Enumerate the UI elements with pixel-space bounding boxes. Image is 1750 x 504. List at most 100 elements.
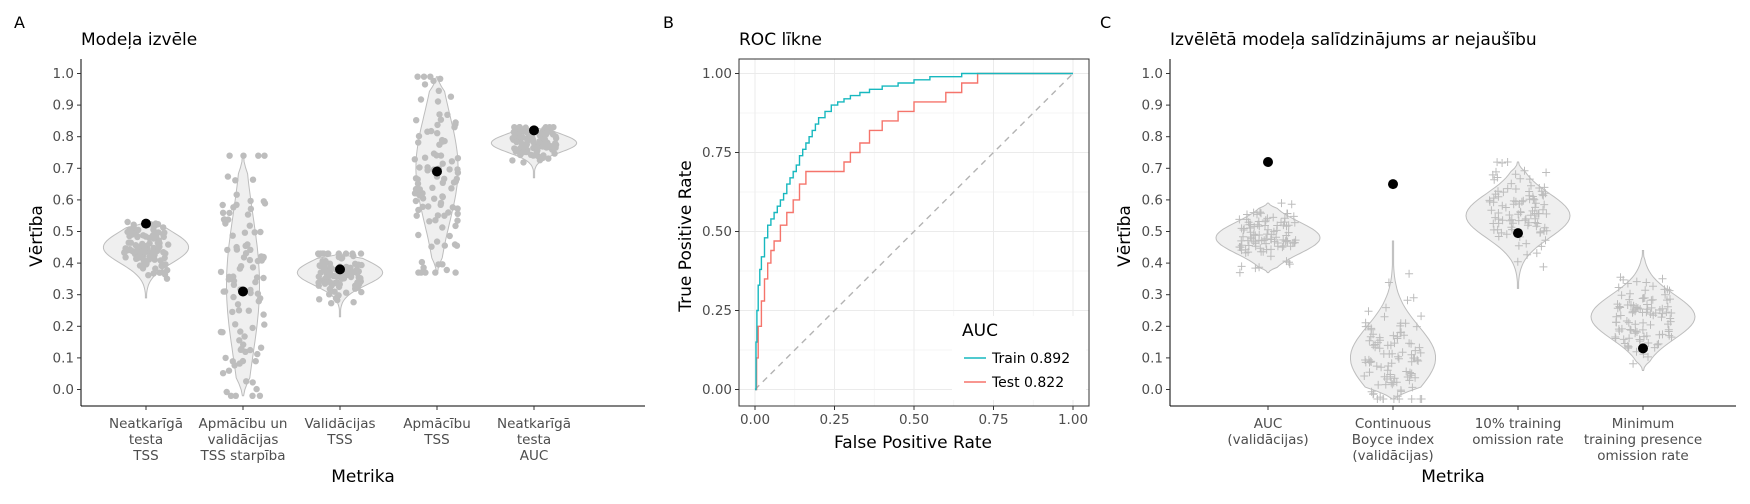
panel-c-jitter-point (1263, 214, 1272, 223)
panel-c-jitter-point (1280, 214, 1289, 223)
panel-c-y-tick-label: 0.0 (1142, 382, 1163, 398)
legend-title: AUC (962, 321, 998, 341)
panel-c-jitter-point (1619, 335, 1628, 344)
panel-a-jitter-point (530, 138, 537, 146)
panel-a-jitter-point (322, 257, 329, 265)
panel-a-category-label-line: TSS (132, 448, 158, 464)
panel-a-jitter-point (257, 228, 264, 236)
panel-a-jitter-point (249, 264, 257, 271)
panel-b-legend: AUC Train 0.892 Test 0.822 (952, 316, 1086, 400)
panel-a-jitter-point (230, 293, 237, 301)
panel-c-jitter-point (1612, 318, 1621, 327)
panel-c-jitter-point (1663, 302, 1672, 311)
panel-c-jitter-point (1269, 213, 1278, 222)
panel-c-jitter-point (1396, 319, 1405, 328)
panel-a-jitter-point (145, 272, 152, 279)
panel-a-jitter-point (539, 154, 546, 162)
panel-a-category-label-line: validācijas (208, 432, 279, 448)
panel-a-jitter-point (247, 205, 255, 213)
panel-a-jitter-point (152, 265, 159, 272)
panel-c-jitter-point (1639, 318, 1648, 327)
panel-a-jitter-point (428, 243, 435, 250)
panel-c-jitter-point (1279, 221, 1288, 230)
panel-c-jitter-point (1611, 333, 1620, 341)
panel-a-jitter-point (447, 93, 455, 100)
panel-c-jitter-point (1415, 343, 1424, 352)
panel-c-jitter-point (1244, 241, 1253, 250)
panel-a: A Modeļa izvēle Vērtība Metrika 0.00.10.… (14, 13, 645, 487)
panel-a-y-tick-label: 0.9 (53, 98, 74, 114)
panel-a-jitter-point (221, 288, 229, 295)
panel-c-jitter-point (1257, 209, 1265, 218)
panel-a-jitter-point (127, 239, 134, 246)
panel-a-jitter-point (230, 281, 238, 288)
panel-b: B ROC līkne True Positive Rate False Pos… (663, 13, 1090, 453)
panel-c-jitter-point (1662, 308, 1671, 317)
panel-c-jitter-point (1654, 339, 1663, 348)
panel-a-jitter-point (418, 258, 426, 266)
panel-c-jitter-point (1643, 300, 1651, 309)
panel-a-jitter-point (411, 156, 418, 163)
panel-a-jitter-point (416, 192, 423, 199)
panel-c-jitter-point (1539, 205, 1547, 214)
panel-a-jitter-point (240, 152, 247, 159)
panel-a-category-label-line: AUC (520, 448, 549, 464)
panel-a-jitter-point (518, 140, 525, 147)
panel-c-jitter-point (1264, 225, 1272, 234)
panel-c-jitter-point (1638, 294, 1647, 303)
panel-c-jitter-point (1416, 348, 1425, 357)
panel-a-jitter-point (441, 242, 448, 249)
panel-c-jitter-point (1514, 210, 1523, 219)
panel-c-category-label-line: training presence (1584, 432, 1702, 448)
panel-a-category-label-line: testa (517, 432, 551, 448)
panel-c-category-labels: AUC (validācijas)Continuous Boyce index (va… (1227, 416, 1702, 464)
panel-c-jitter-point (1523, 221, 1532, 230)
panel-c-jitter-point (1380, 372, 1389, 381)
panel-a-jitter-point (509, 157, 516, 164)
panel-b-title: ROC līkne (739, 30, 822, 50)
panel-a-jitter-point (541, 136, 549, 143)
panel-c-jitter-point (1538, 190, 1547, 199)
panel-c-category-label-line: Boyce index (1352, 432, 1434, 448)
panel-c-jitter-point (1626, 289, 1634, 298)
panel-a-category-label: Validācijas TSS (304, 416, 375, 448)
panel-c-jitter-point (1636, 337, 1645, 346)
panel-c-x-axis-title: Metrika (1421, 467, 1484, 487)
panel-c-jitter-point (1526, 211, 1535, 220)
panel-a-y-tick-label: 0.1 (53, 350, 74, 366)
panel-a-jitter-point (429, 184, 436, 191)
panel-a-jitter-point (421, 81, 429, 88)
panel-a-jitter-point (128, 231, 136, 238)
panel-c-jitter-point (1284, 228, 1293, 237)
panel-a-category-label-line: TSS (423, 432, 449, 448)
panel-c-category-label-line: (validācijas) (1227, 432, 1308, 448)
panel-c-category-label-line: AUC (1254, 416, 1283, 432)
panel-c-jitter-point (1665, 331, 1674, 340)
panel-a-jitter-point (443, 266, 450, 274)
panel-a-jitter-point (434, 212, 442, 219)
panel-a-jitter-point (244, 211, 252, 218)
panel-a-y-tick-label: 0.0 (53, 382, 74, 398)
panel-a-jitter-point (243, 378, 250, 385)
panel-c-selected-point (1388, 179, 1398, 190)
panel-c-jitter-point (1384, 362, 1393, 370)
panel-a-category-label-line: TSS starpība (200, 448, 286, 464)
panel-c-letter: C (1100, 13, 1111, 32)
panel-c-jitter-point (1507, 215, 1516, 224)
panel-a-jitter-point (511, 131, 518, 138)
panel-c-title: Izvēlētā modeļa salīdzinājums ar nejaušī… (1170, 30, 1537, 50)
panel-c-jitter-point (1288, 239, 1297, 248)
panel-b-test-curve (755, 72, 1073, 391)
panel-a-jitter-point (421, 154, 429, 161)
panel-a-jitter-point (520, 159, 527, 166)
panel-a-jitter-point (229, 232, 236, 239)
panel-c-jitter-point (1507, 223, 1516, 232)
panel-a-jitter-point (219, 201, 226, 209)
panel-c-jitter-point (1532, 249, 1541, 258)
panel-c-jitter-point (1663, 285, 1672, 294)
panel-a-jitter-point (229, 358, 236, 365)
panel-a-jitter-point (249, 379, 256, 386)
panel-c-jitter-point (1513, 257, 1522, 266)
panel-c-jitter-point (1529, 194, 1538, 203)
